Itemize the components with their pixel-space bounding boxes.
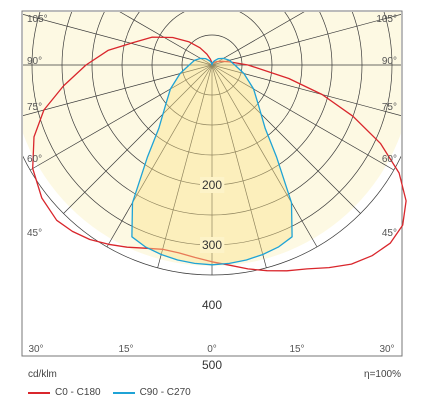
- angle-label-bottom: 15°: [118, 344, 133, 355]
- radial-tick-label: 500: [202, 358, 222, 372]
- angle-label-left: 105°: [27, 14, 48, 25]
- legend-label-c0-c180: C0 - C180: [55, 387, 101, 398]
- radial-tick-label: 200: [202, 178, 222, 192]
- legend-swatch-c90-c270: [112, 391, 135, 394]
- radial-tick-label-bg: [199, 357, 225, 373]
- angle-label-right: 90°: [382, 56, 397, 67]
- angle-label-bottom: 15°: [289, 344, 304, 355]
- angle-label-left: 75°: [27, 102, 42, 113]
- grid-spoke-15: [211, 64, 267, 268]
- radial-tick-label-bg: [199, 297, 225, 313]
- series-curve-c0-c180: [32, 36, 407, 272]
- units-label: cd/klm: [28, 369, 57, 380]
- angle-label-left: 45°: [27, 228, 42, 239]
- grid-spoke-75: [211, 64, 401, 117]
- radial-tick-label: 400: [202, 298, 222, 312]
- angle-label-bottom: 0°: [207, 344, 217, 355]
- series-curve-c90-c270: [131, 57, 293, 266]
- angle-label-bottom: 30°: [28, 344, 43, 355]
- grid-spoke-60: [211, 64, 395, 171]
- legend: C0 - C180 C90 - C270: [28, 387, 203, 398]
- legend-item-c0-c180: C0 - C180: [28, 387, 101, 398]
- grid-spoke--105: [23, 13, 213, 66]
- angle-label-bottom: 30°: [379, 344, 394, 355]
- radial-tick-labels: 200 300 400 500: [199, 177, 225, 373]
- grid-spoke--15: [157, 64, 213, 268]
- grid-spoke--75: [23, 64, 213, 117]
- radial-tick-label-bg: [199, 177, 225, 193]
- angle-label-right: 105°: [376, 14, 397, 25]
- efficiency-label: η=100%: [364, 369, 401, 380]
- angle-label-right: 60°: [382, 154, 397, 165]
- grid-spoke-30: [211, 64, 318, 248]
- grid-spoke-120: [211, 12, 305, 66]
- angle-label-left: 90°: [27, 56, 42, 67]
- angle-label-right: 45°: [382, 228, 397, 239]
- series-layer: [32, 36, 407, 272]
- legend-swatch-c0-c180: [28, 391, 50, 394]
- angle-labels: 105° 90° 75° 60° 45° 105° 90° 75° 60° 45° 30° 15° 0°…: [27, 14, 397, 355]
- grid-spoke--45: [63, 64, 213, 214]
- grid-spoke--120: [119, 12, 213, 66]
- radial-tick-label-bg: [199, 237, 225, 253]
- radial-tick-label: 300: [202, 238, 222, 252]
- angle-label-left: 60°: [27, 154, 42, 165]
- grid-spoke-45: [211, 64, 361, 214]
- grid-spoke-105: [211, 13, 401, 66]
- grid-spoke--60: [29, 64, 213, 171]
- angle-label-right: 75°: [382, 102, 397, 113]
- grid-spoke--30: [106, 64, 213, 248]
- legend-item-c90-c270: C90 - C270: [112, 387, 191, 398]
- legend-label-c90-c270: C90 - C270: [139, 387, 191, 398]
- polar-grid: [23, 12, 401, 276]
